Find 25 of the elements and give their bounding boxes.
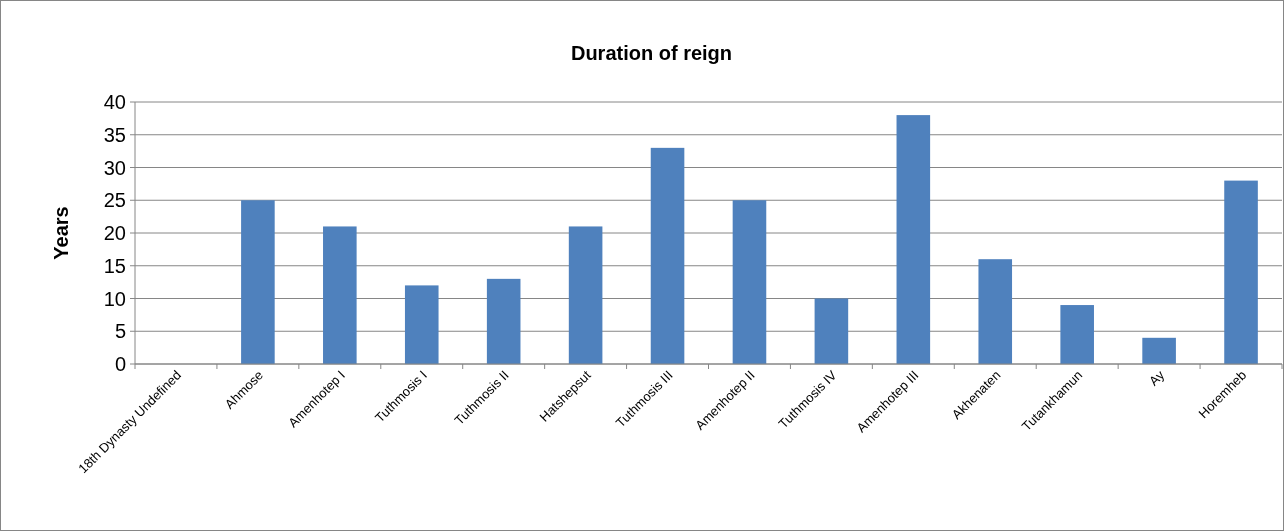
y-tick-label: 35	[103, 123, 126, 146]
bar	[1142, 337, 1176, 364]
bar	[732, 200, 767, 364]
bar	[896, 115, 931, 364]
y-tick-label: 25	[103, 189, 126, 212]
bar	[978, 259, 1013, 364]
y-axis-title: Years	[50, 206, 72, 260]
bar	[650, 147, 685, 364]
chart-title: Duration of reign	[570, 42, 733, 64]
bar	[1060, 305, 1094, 364]
bar	[404, 285, 439, 364]
bar	[486, 278, 521, 364]
y-tick-label: 40	[103, 91, 126, 113]
y-tick-label: 5	[114, 320, 126, 343]
x-tick-label: Ay	[1146, 367, 1168, 389]
bar	[241, 200, 275, 364]
y-tick-label: 0	[114, 353, 126, 375]
bar	[1224, 180, 1258, 364]
bar	[323, 226, 357, 364]
y-tick-label: 10	[103, 287, 126, 310]
bar	[568, 226, 603, 364]
bar	[814, 298, 849, 364]
y-tick-label: 30	[103, 156, 126, 179]
y-tick-label: 20	[103, 222, 126, 244]
y-tick-label: 15	[103, 254, 126, 277]
